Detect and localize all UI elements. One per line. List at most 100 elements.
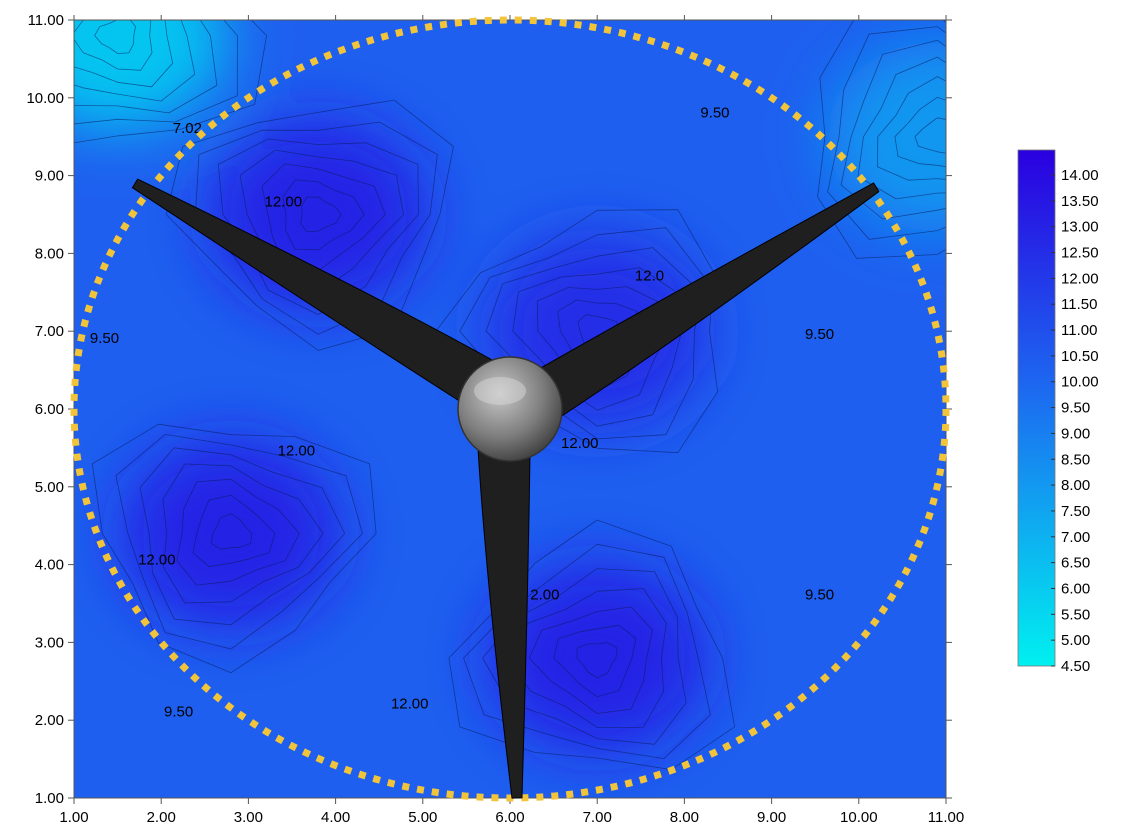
rotor-blade-1 (131, 178, 529, 428)
contour-labels: 7.02 9.50 12.00 12.0 9.50 9.50 12.00 12.00 12.00… (90, 104, 834, 720)
rotor-overlay (70, 16, 950, 802)
y-tick-label: 7.00 (35, 323, 64, 340)
rotor-hub-highlight (474, 377, 526, 405)
contour-line (485, 247, 693, 427)
contour-line (74, 20, 218, 114)
contour-line (239, 149, 404, 294)
contour-line (827, 26, 946, 240)
contour-line (261, 163, 386, 272)
contour-line (74, 20, 238, 125)
contour-line (553, 624, 637, 698)
rotor-hub (457, 356, 563, 462)
x-tick-label: 11.00 (928, 809, 964, 826)
colorbar-label: 4.50 (1061, 658, 1090, 675)
contour-label: 12.00 (391, 696, 429, 713)
contour-line (894, 96, 946, 168)
contour-label: 9.50 (805, 587, 834, 604)
contour-label: 12.0 (635, 268, 664, 285)
y-tick-label: 1.00 (35, 790, 64, 807)
contour-line (94, 20, 136, 54)
colorbar-scale (1017, 149, 1056, 667)
contour-label: 9.50 (700, 104, 729, 121)
colorbar-label: 8.50 (1061, 451, 1090, 468)
y-tick-label: 8.00 (35, 245, 64, 262)
contour-line (282, 179, 365, 251)
contour-line (914, 117, 946, 154)
colorbar-label: 6.00 (1061, 580, 1090, 597)
contour-line (463, 543, 711, 759)
contour-line (74, 20, 153, 71)
contour-line (218, 138, 419, 315)
colorbar-label: 9.00 (1061, 425, 1090, 442)
contour-line (210, 513, 253, 550)
contour-line (300, 196, 342, 233)
contour-line (512, 267, 677, 411)
colorbar-label: 12.50 (1061, 245, 1099, 262)
rotor-outline (70, 16, 950, 802)
y-tick-label: 11.00 (28, 12, 64, 29)
rotor-blade-3 (475, 408, 531, 799)
x-tick-label: 4.00 (321, 809, 350, 826)
y-tick-label: 10.00 (26, 90, 64, 107)
contour-label: 7.02 (173, 120, 202, 137)
contour-label: 9.50 (164, 703, 193, 720)
contour-line (91, 423, 377, 674)
contour-line (877, 76, 946, 181)
colorbar-label: 7.00 (1061, 529, 1090, 546)
x-tick-label: 6.00 (495, 809, 524, 826)
y-axis: 1.00 2.00 3.00 4.00 5.00 6.00 7.00 8.00 9.00 10.0… (26, 12, 952, 807)
x-tick-label: 7.00 (583, 809, 612, 826)
contour-line (482, 568, 687, 745)
x-tick-label: 3.00 (234, 809, 263, 826)
x-tick-label: 10.00 (840, 809, 878, 826)
colorbar-label: 5.50 (1061, 606, 1090, 623)
y-tick-label: 9.00 (35, 168, 64, 185)
x-tick-label: 8.00 (670, 809, 699, 826)
field-peak-0 (120, 438, 341, 629)
colorbar-label: 6.50 (1061, 555, 1090, 572)
y-tick-label: 2.00 (35, 712, 64, 729)
contour-line (162, 463, 324, 604)
y-tick-label: 3.00 (35, 634, 64, 651)
field-peak-5 (827, 41, 946, 232)
contour-label: 12.00 (278, 443, 316, 460)
field-peak-3 (487, 562, 708, 753)
contour-line (536, 286, 658, 392)
colorbar-label: 14.00 (1061, 167, 1099, 184)
contour-line (576, 642, 618, 679)
contour-line (817, 20, 946, 259)
y-tick-label: 6.00 (35, 401, 64, 418)
contour-line (176, 478, 300, 586)
field-peaks (74, 20, 946, 753)
contour-label: 12.00 (265, 194, 303, 211)
x-tick-label: 2.00 (147, 809, 176, 826)
contour-line (528, 606, 653, 714)
x-axis: 1.00 2.00 3.00 4.00 5.00 6.00 7.00 8.00 9.00 10.0… (59, 15, 964, 826)
rotor-blade-2 (498, 182, 880, 439)
contour-label: 9.50 (90, 330, 119, 347)
colorbar-label: 12.00 (1061, 270, 1099, 287)
contour-line (857, 56, 946, 200)
colorbar-label: 7.50 (1061, 503, 1090, 520)
x-tick-label: 5.00 (408, 809, 437, 826)
colorbar-label: 10.00 (1061, 374, 1099, 391)
y-tick-label: 5.00 (35, 479, 64, 496)
contour-line (74, 20, 196, 102)
colorbar-label: 8.00 (1061, 477, 1090, 494)
contour-label: 2.00 (530, 587, 559, 604)
colorbar: 14.00 13.50 13.00 12.50 12.00 11.50 11.00 10.50… (1017, 149, 1099, 675)
contour-line (459, 227, 705, 440)
colorbar-label: 11.50 (1061, 296, 1097, 313)
contour-label: 12.00 (561, 435, 599, 452)
y-tick-label: 4.00 (35, 557, 64, 574)
colorbar-label: 9.50 (1061, 400, 1090, 417)
colorbar-label: 11.00 (1061, 322, 1097, 339)
contour-line (74, 20, 267, 144)
contour-line (139, 447, 346, 626)
x-tick-label: 9.00 (757, 809, 786, 826)
contour-line (74, 20, 174, 88)
colorbar-label: 13.50 (1061, 193, 1099, 210)
contour-label: 9.50 (805, 326, 834, 343)
contour-line (840, 39, 946, 220)
